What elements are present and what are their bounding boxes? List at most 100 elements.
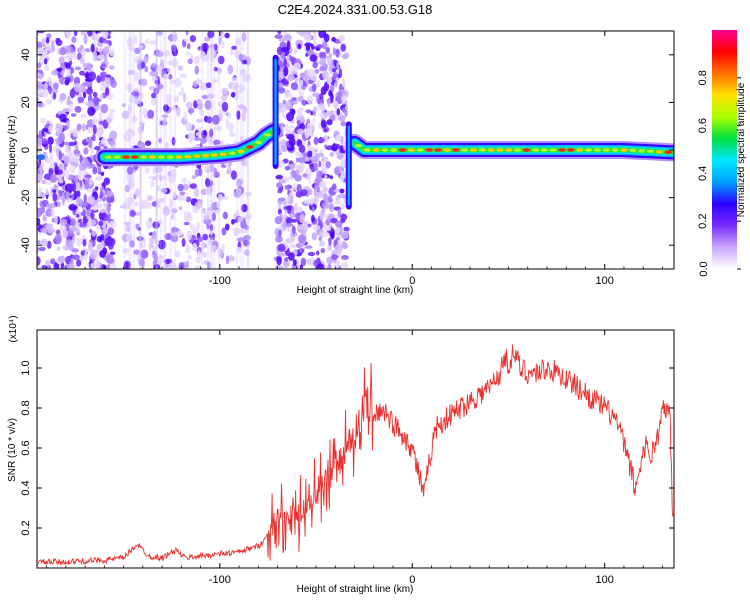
- spectrogram-noise-blob: [320, 120, 327, 128]
- spectrogram-noise-blob: [275, 174, 284, 180]
- spectrogram-ridge-peak: [193, 154, 201, 158]
- spectrogram-noise-blob: [227, 64, 234, 75]
- spectrogram-noise-blob: [58, 189, 63, 198]
- spectrogram-noise-blob: [99, 249, 106, 258]
- spectrogram-noise-blob: [145, 140, 152, 146]
- spectrogram-noise-blob: [320, 86, 327, 96]
- spectrogram-noise-blob: [217, 55, 225, 65]
- spectrogram-noise-blob: [312, 92, 320, 97]
- spectrogram-noise-blob: [325, 218, 331, 226]
- spectrogram-noise-blob: [156, 31, 163, 36]
- spectrogram-noise-blob: [244, 249, 250, 256]
- spectrogram-noise-blob: [194, 65, 199, 75]
- colorbar-label: Normalized spectral amplitude: [736, 82, 747, 217]
- spectrogram-noise-blob: [185, 31, 189, 36]
- spectrogram-noise-blob: [313, 31, 317, 35]
- spectrogram-noise-blob: [195, 56, 201, 62]
- spectrogram-noise-blob: [341, 94, 347, 104]
- spectrogram-noise-blob: [299, 264, 303, 269]
- spectrogram-noise-blob: [134, 97, 141, 105]
- spectrogram-noise-blob: [156, 64, 163, 74]
- spectrogram-noise-blob: [341, 107, 346, 113]
- spectrogram-noise-blob: [127, 166, 134, 175]
- spectrogram-noise-blob: [37, 161, 41, 167]
- spectrogram-ridge-peak: [157, 155, 165, 159]
- spectrogram-noise-blob: [333, 143, 340, 150]
- spectrogram-noise-blob: [133, 249, 140, 255]
- spectrogram-noise-blob: [96, 235, 103, 243]
- spectrogram-noise-blob: [313, 196, 319, 205]
- spectrogram-noise-blob: [185, 213, 193, 222]
- spectrogram-noise-blob: [44, 223, 53, 229]
- x-tick-label: 0: [409, 275, 415, 287]
- spectrogram-noise-blob: [303, 199, 312, 205]
- spectrogram-noise-blob: [65, 241, 70, 247]
- spectrogram-noise-blob: [128, 46, 136, 52]
- spectrogram-noise-blob: [243, 235, 251, 241]
- spectrogram-noise-blob: [327, 263, 332, 269]
- spectrogram-noise-blob: [317, 103, 326, 111]
- spectrogram-panel: C2E4.2024.331.00.53.G18 -100 0 100 -40 -20 0…: [7, 2, 675, 296]
- spectrogram-noise-blob: [319, 93, 324, 100]
- spectrogram-noise-blob: [316, 250, 320, 256]
- snr-series-line: [37, 344, 674, 566]
- spectrogram-noise-blob: [59, 47, 67, 56]
- spectrogram-noise-blob: [88, 219, 93, 227]
- spectrogram-noise-blob: [82, 122, 86, 133]
- spectrogram-ridge-peak: [381, 148, 389, 152]
- spectrogram-noise-blob: [129, 240, 136, 248]
- spectrogram-noise-blob: [201, 207, 207, 214]
- spectrogram-noise-blob: [286, 100, 291, 108]
- spectrogram-noise-blob: [85, 71, 90, 79]
- spectrogram-ridge-peak: [655, 150, 664, 154]
- spectrogram-noise-blob: [276, 265, 285, 269]
- spectrogram-noise-blob: [321, 231, 330, 238]
- spectrogram-ridge-peak: [175, 155, 183, 159]
- spectrogram-noise-blob: [278, 87, 286, 94]
- spectrogram-ridge-peak: [202, 153, 210, 158]
- spectrogram-noise-blob: [236, 237, 246, 242]
- spectrogram-noise-blob: [37, 189, 41, 198]
- spectrogram-noise-blob: [162, 206, 170, 216]
- spectrogram-noise-blob: [134, 72, 139, 82]
- spectrogram-noise-blob: [67, 183, 75, 192]
- spectrogram-noise-blob: [196, 77, 200, 85]
- spectrogram-noise-blob: [221, 101, 229, 112]
- spectrogram-noise-blob: [95, 128, 104, 138]
- spectrogram-noise-blob: [76, 213, 80, 218]
- spectrogram-noise-blob: [187, 254, 192, 260]
- spectrogram-noise-blob: [152, 245, 157, 251]
- spectrogram-noise-blob: [50, 122, 54, 129]
- spectrogram-noise-blob: [242, 105, 248, 115]
- spectrogram-noise-blob: [160, 188, 168, 193]
- spectrogram-noise-blob: [332, 110, 337, 116]
- spectrogram-noise-blob: [152, 239, 160, 244]
- spectrogram-noise-blob: [95, 31, 99, 34]
- spectrogram-noise-blob: [209, 236, 215, 241]
- spectrogram-noise-blob: [127, 69, 136, 75]
- spectrogram-noise-blob: [337, 193, 346, 199]
- colorbar-tick-label: 0.4: [697, 166, 709, 181]
- spectrogram-noise-blob: [277, 243, 286, 252]
- spectrogram-noise-blob: [135, 188, 140, 197]
- spectrogram-noise-blob: [87, 127, 93, 134]
- spectrogram-noise-blob: [150, 98, 158, 106]
- spectrogram-noise-blob: [71, 248, 79, 253]
- spectrogram-noise-blob: [316, 187, 320, 193]
- spectrogram-noise-blob: [333, 260, 341, 269]
- spectrogram-noise-blob: [186, 230, 192, 241]
- spectrogram-noise-blob: [74, 82, 81, 93]
- spectrogram-noise-blob: [162, 118, 167, 126]
- spectrogram-noise-blob: [339, 174, 345, 182]
- spectrogram-ridge-peak: [354, 144, 362, 148]
- spectrogram-noise-blob: [83, 147, 89, 155]
- spectrogram-noise-blob: [178, 262, 185, 269]
- spectrogram-noise-blob: [296, 183, 302, 194]
- spectrogram-noise-blob: [218, 36, 222, 45]
- spectrogram-noise-blob: [328, 89, 332, 97]
- spectrogram-noise-blob: [288, 252, 295, 261]
- spectrogram-noise-blob: [298, 90, 305, 96]
- spectrogram-noise-blob: [108, 220, 117, 228]
- spectrogram-noise-blob: [57, 255, 66, 263]
- spectrogram-noise-blob: [82, 239, 87, 247]
